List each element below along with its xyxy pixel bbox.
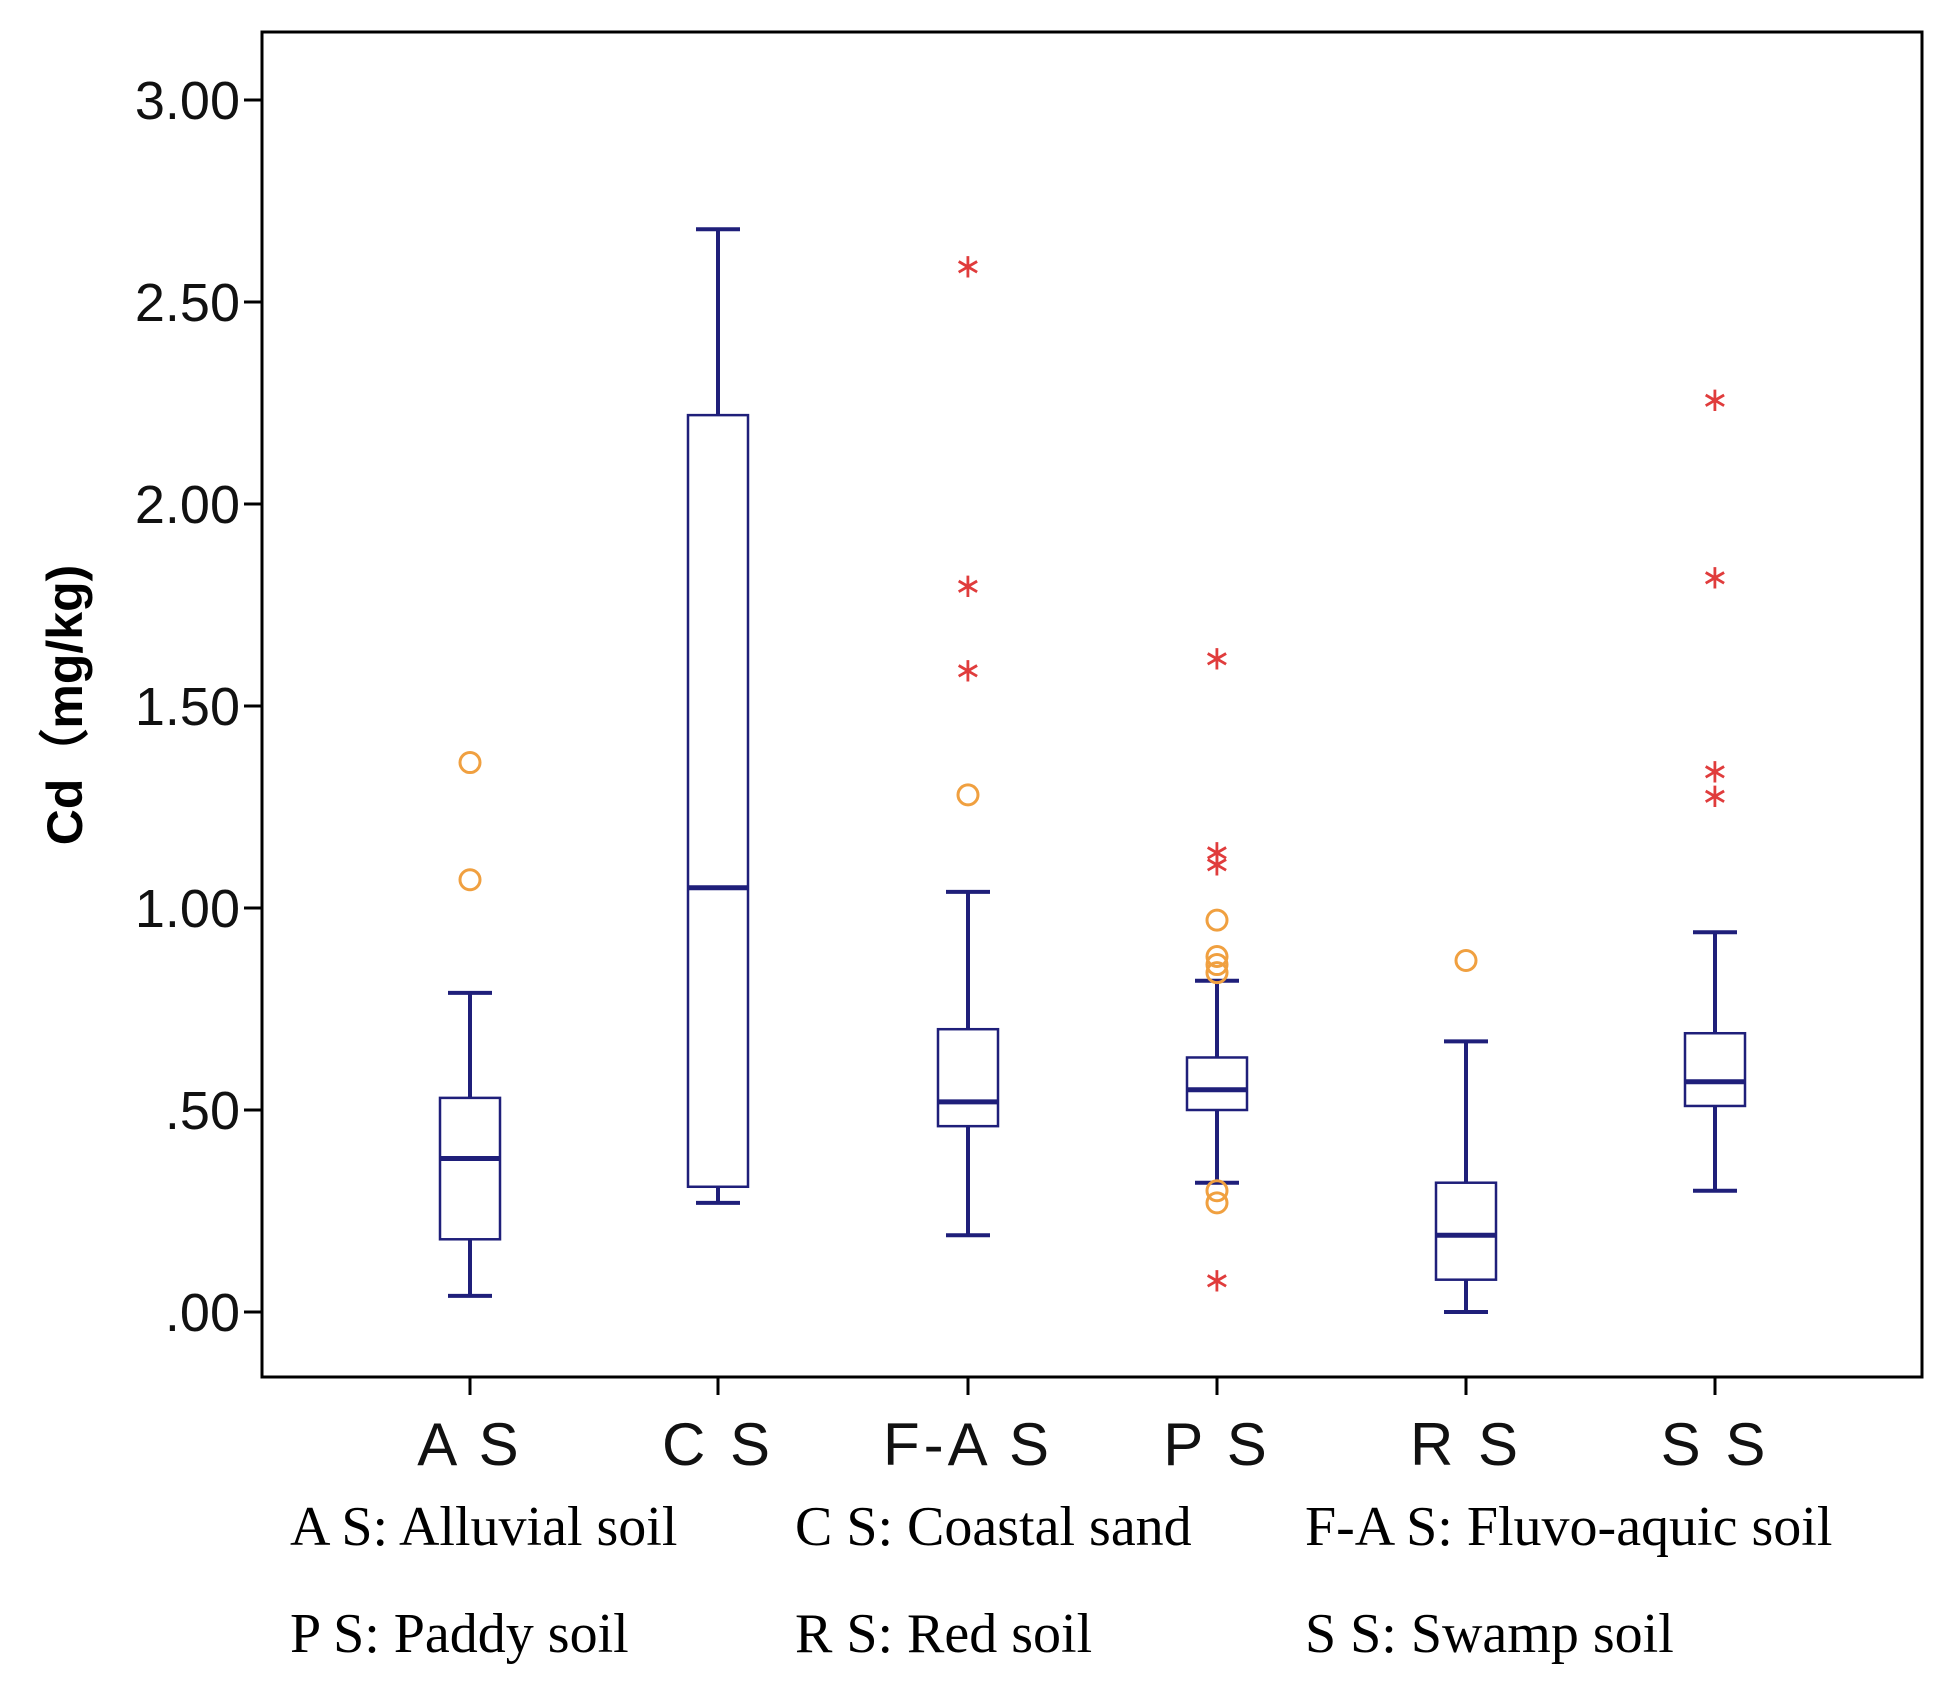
iqr-box (1683, 1031, 1747, 1108)
x-tick-label: C S (662, 1411, 774, 1478)
outlier-circle (1454, 949, 1478, 973)
outlier-circle (458, 751, 482, 775)
outlier-circle (1205, 961, 1229, 985)
outlier-circle (1205, 944, 1229, 968)
outlier-star: ∗ (954, 247, 983, 287)
iqr-box (936, 1027, 1000, 1128)
y-tick-label: 1.50 (135, 677, 240, 737)
box-group-a-s (438, 751, 502, 1298)
x-tick-label: F-A S (883, 1411, 1053, 1478)
y-tick-label: .00 (165, 1283, 240, 1343)
legend-entry: S S: Swamp soil (1305, 1603, 1674, 1665)
outlier-star: ∗ (1701, 776, 1730, 816)
outlier-circle (1205, 1191, 1229, 1215)
box-group-p-s: ∗∗∗∗ (1185, 639, 1249, 1301)
x-tick-label: A S (417, 1411, 522, 1478)
outlier-star: ∗ (1203, 1261, 1232, 1301)
outlier-star: ∗ (1701, 558, 1730, 598)
iqr-box (438, 1096, 502, 1241)
legend-entry: C S: Coastal sand (795, 1496, 1192, 1558)
y-axis-title: Cd（mg/kg) (37, 565, 93, 846)
legend-entry: F-A S: Fluvo-aquic soil (1305, 1496, 1832, 1558)
plot-frame (260, 30, 1924, 1379)
legend-entry: P S: Paddy soil (290, 1603, 629, 1665)
y-tick-label: 3.00 (135, 71, 240, 131)
x-tick-label: S S (1661, 1411, 1770, 1478)
outlier-star: ∗ (1203, 639, 1232, 679)
outlier-star: ∗ (1203, 845, 1232, 885)
outlier-circle (956, 783, 980, 807)
x-tick-label: R S (1410, 1411, 1522, 1478)
y-tick-label: .50 (165, 1081, 240, 1141)
outlier-circle (1205, 953, 1229, 977)
outlier-circle (1205, 1179, 1229, 1203)
x-axis: A S C S F-A S P S R S S S (417, 1377, 1770, 1478)
outlier-star: ∗ (954, 651, 983, 691)
iqr-box (1434, 1181, 1498, 1281)
legend-entry: A S: Alluvial soil (290, 1496, 677, 1558)
box-group-s-s: ∗∗∗∗ (1683, 380, 1747, 1193)
outlier-star: ∗ (1701, 380, 1730, 420)
legend-entry: R S: Red soil (795, 1603, 1092, 1665)
legend: A S: Alluvial soil C S: Coastal sand F-A S… (290, 1496, 1832, 1665)
box-group-r-s (1434, 949, 1498, 1314)
y-tick-label: 2.00 (135, 475, 240, 535)
x-tick-label: P S (1163, 1411, 1271, 1478)
outlier-circle (1205, 908, 1229, 932)
iqr-box (686, 413, 750, 1189)
outlier-circle (458, 868, 482, 892)
box-group-c-s (686, 227, 750, 1205)
box-group-f-a-s: ∗ ∗ ∗ (936, 247, 1000, 1238)
iqr-box (1185, 1056, 1249, 1112)
y-tick-label: 1.00 (135, 879, 240, 939)
y-tick-label: 2.50 (135, 273, 240, 333)
outlier-star: ∗ (954, 566, 983, 606)
y-axis: .00 .50 1.00 1.50 2.00 2.50 3.00 (135, 71, 262, 1343)
box-series: ∗∗∗∗∗∗∗∗∗∗∗ (438, 227, 1747, 1314)
outlier-star: ∗ (1203, 832, 1232, 872)
outlier-star: ∗ (1701, 752, 1730, 792)
